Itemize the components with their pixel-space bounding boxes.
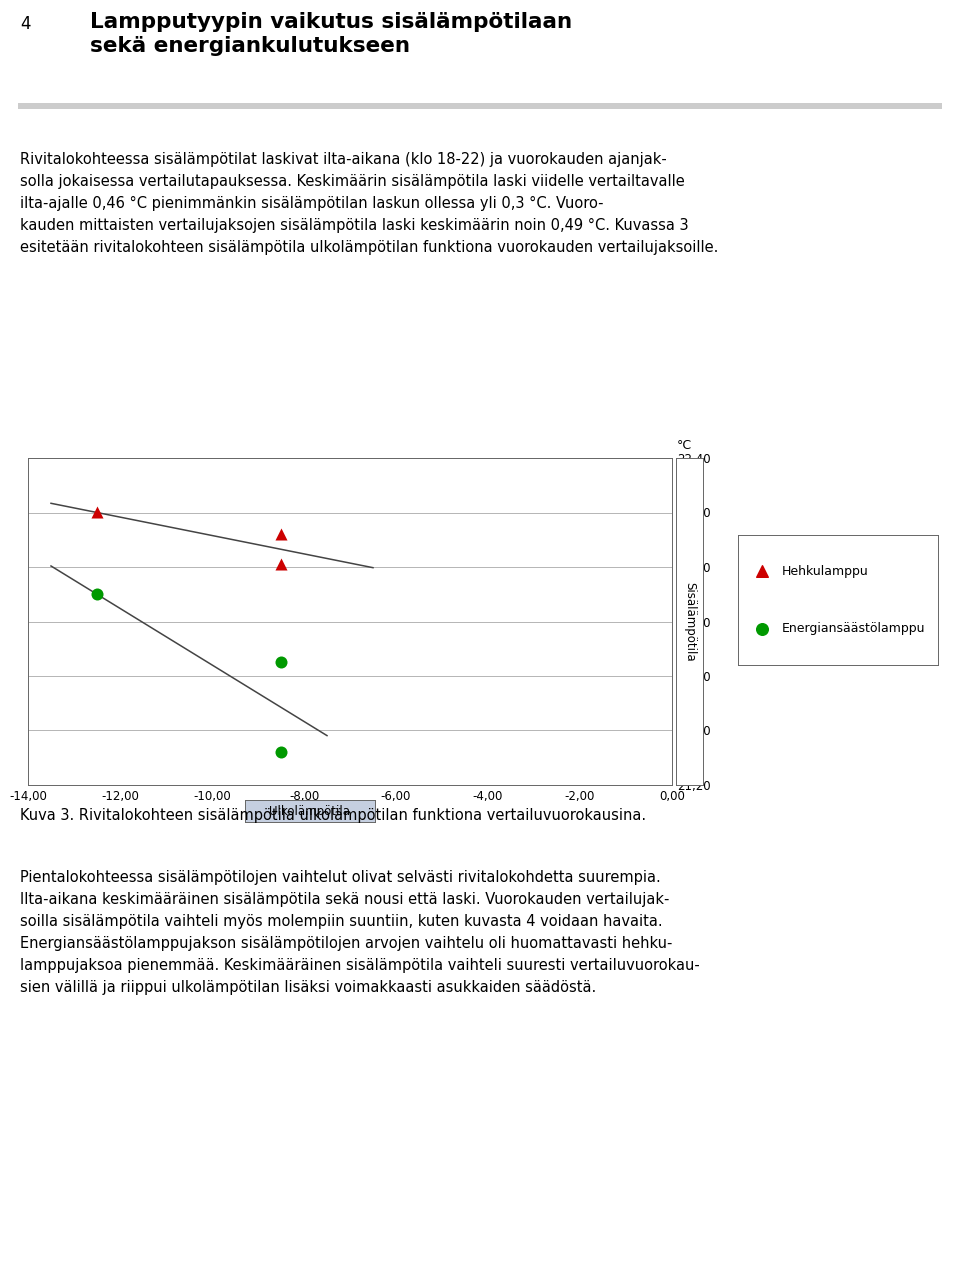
Point bbox=[274, 554, 289, 574]
Point bbox=[274, 742, 289, 762]
Text: Kuva 3. Rivitalokohteen sisälämpötila ulkolämpötilan funktiona vertailuvuorokaus: Kuva 3. Rivitalokohteen sisälämpötila ul… bbox=[20, 808, 646, 823]
Text: Lampputyypin vaikutus sisälämpötilaan
sekä energiankulutukseen: Lampputyypin vaikutus sisälämpötilaan se… bbox=[90, 11, 572, 56]
Point bbox=[89, 503, 105, 523]
Point bbox=[274, 525, 289, 545]
Text: °C: °C bbox=[677, 438, 692, 452]
Text: 4: 4 bbox=[20, 15, 31, 33]
Text: Ulkolämpötila: Ulkolämpötila bbox=[270, 804, 350, 818]
Text: Sisälämpötila: Sisälämpötila bbox=[683, 582, 696, 662]
Text: Pientalokohteessa sisälämpötilojen vaihtelut olivat selvästi rivitalokohdetta su: Pientalokohteessa sisälämpötilojen vaiht… bbox=[20, 870, 700, 994]
Text: Rivitalokohteessa sisälämpötilat laskivat ilta-aikana (klo 18-22) ja vuorokauden: Rivitalokohteessa sisälämpötilat laskiva… bbox=[20, 152, 718, 255]
Text: Hehkulamppu: Hehkulamppu bbox=[782, 565, 869, 578]
Point bbox=[274, 653, 289, 673]
Text: Energiansäästölamppu: Energiansäästölamppu bbox=[782, 622, 925, 635]
Point bbox=[89, 584, 105, 605]
